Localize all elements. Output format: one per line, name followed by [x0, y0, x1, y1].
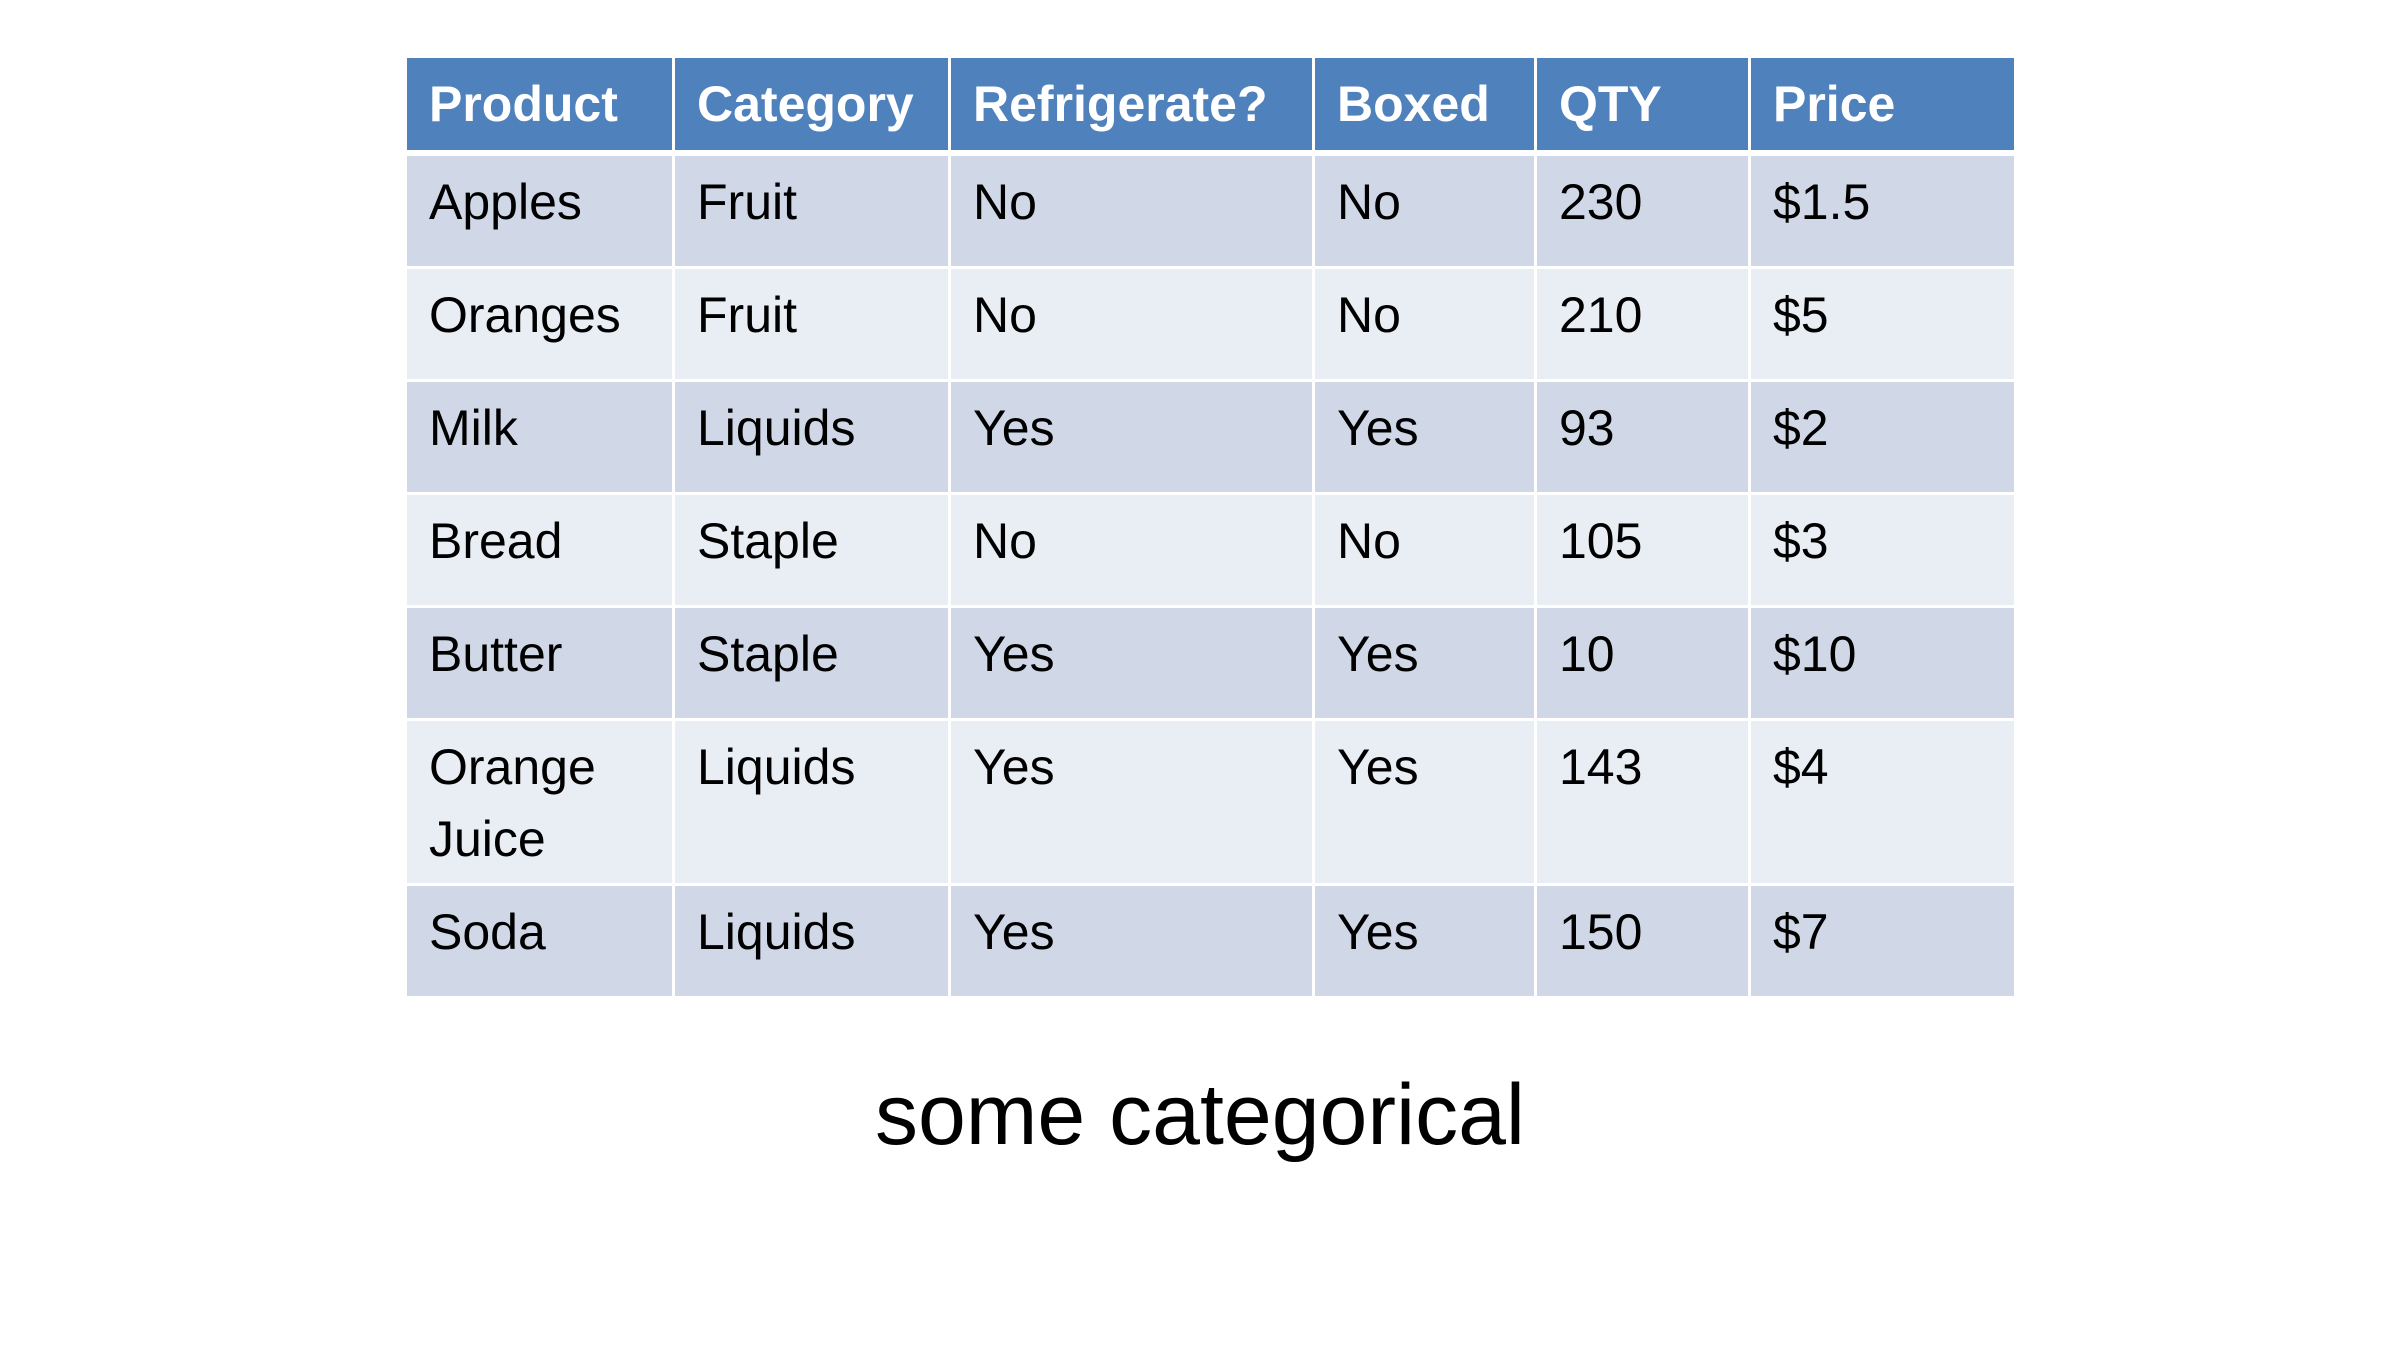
column-header-price: Price — [1748, 55, 2017, 156]
table-row: Orange Juice Liquids Yes Yes 143 $4 — [404, 718, 2017, 886]
table-cell: Milk — [404, 379, 675, 495]
table-row: Oranges Fruit No No 210 $5 — [404, 266, 2017, 382]
table-cell: Orange Juice — [404, 718, 675, 886]
column-header-category: Category — [672, 55, 951, 156]
table-cell: Liquids — [672, 379, 951, 495]
table-row: Bread Staple No No 105 $3 — [404, 492, 2017, 608]
table-cell: Fruit — [672, 151, 951, 269]
table-row: Soda Liquids Yes Yes 150 $7 — [404, 883, 2017, 999]
column-header-qty: QTY — [1534, 55, 1751, 156]
column-header-refrigerate: Refrigerate? — [948, 55, 1315, 156]
product-table: Product Category Refrigerate? Boxed QTY … — [404, 55, 2017, 999]
table-cell: $5 — [1748, 266, 2017, 382]
table-cell: No — [948, 151, 1315, 269]
table-cell: $7 — [1748, 883, 2017, 999]
table-cell: 150 — [1534, 883, 1751, 999]
table-cell: Oranges — [404, 266, 675, 382]
table-cell: $1.5 — [1748, 151, 2017, 269]
table-cell: Yes — [1312, 379, 1537, 495]
table-cell: $10 — [1748, 605, 2017, 721]
table-cell: $4 — [1748, 718, 2017, 886]
table-cell: Yes — [1312, 718, 1537, 886]
table-cell: 143 — [1534, 718, 1751, 886]
table-cell: 230 — [1534, 151, 1751, 269]
table-cell: Liquids — [672, 718, 951, 886]
table-cell: Bread — [404, 492, 675, 608]
table-cell: Liquids — [672, 883, 951, 999]
table-cell: No — [1312, 266, 1537, 382]
table-cell: Apples — [404, 151, 675, 269]
table-cell: Soda — [404, 883, 675, 999]
table-cell: $2 — [1748, 379, 2017, 495]
table-row: Apples Fruit No No 230 $1.5 — [404, 151, 2017, 269]
table-cell: Butter — [404, 605, 675, 721]
table-cell: No — [1312, 151, 1537, 269]
table-header-row: Product Category Refrigerate? Boxed QTY … — [404, 55, 2017, 156]
table-cell: Staple — [672, 492, 951, 608]
table-cell: 10 — [1534, 605, 1751, 721]
table-cell: $3 — [1748, 492, 2017, 608]
column-header-boxed: Boxed — [1312, 55, 1537, 156]
table-cell: Staple — [672, 605, 951, 721]
table-cell: Yes — [948, 883, 1315, 999]
table-cell: 93 — [1534, 379, 1751, 495]
column-header-product: Product — [404, 55, 675, 156]
table-cell: Yes — [1312, 883, 1537, 999]
table-cell: 105 — [1534, 492, 1751, 608]
table-cell: Yes — [948, 605, 1315, 721]
table-cell: Yes — [948, 379, 1315, 495]
table-cell: No — [948, 492, 1315, 608]
table-cell: No — [948, 266, 1315, 382]
table-cell: Fruit — [672, 266, 951, 382]
table-cell: Yes — [1312, 605, 1537, 721]
table-row: Butter Staple Yes Yes 10 $10 — [404, 605, 2017, 721]
table-row: Milk Liquids Yes Yes 93 $2 — [404, 379, 2017, 495]
slide-caption: some categorical — [874, 1067, 1526, 1163]
table-cell: 210 — [1534, 266, 1751, 382]
table-cell: Yes — [948, 718, 1315, 886]
table-cell: No — [1312, 492, 1537, 608]
